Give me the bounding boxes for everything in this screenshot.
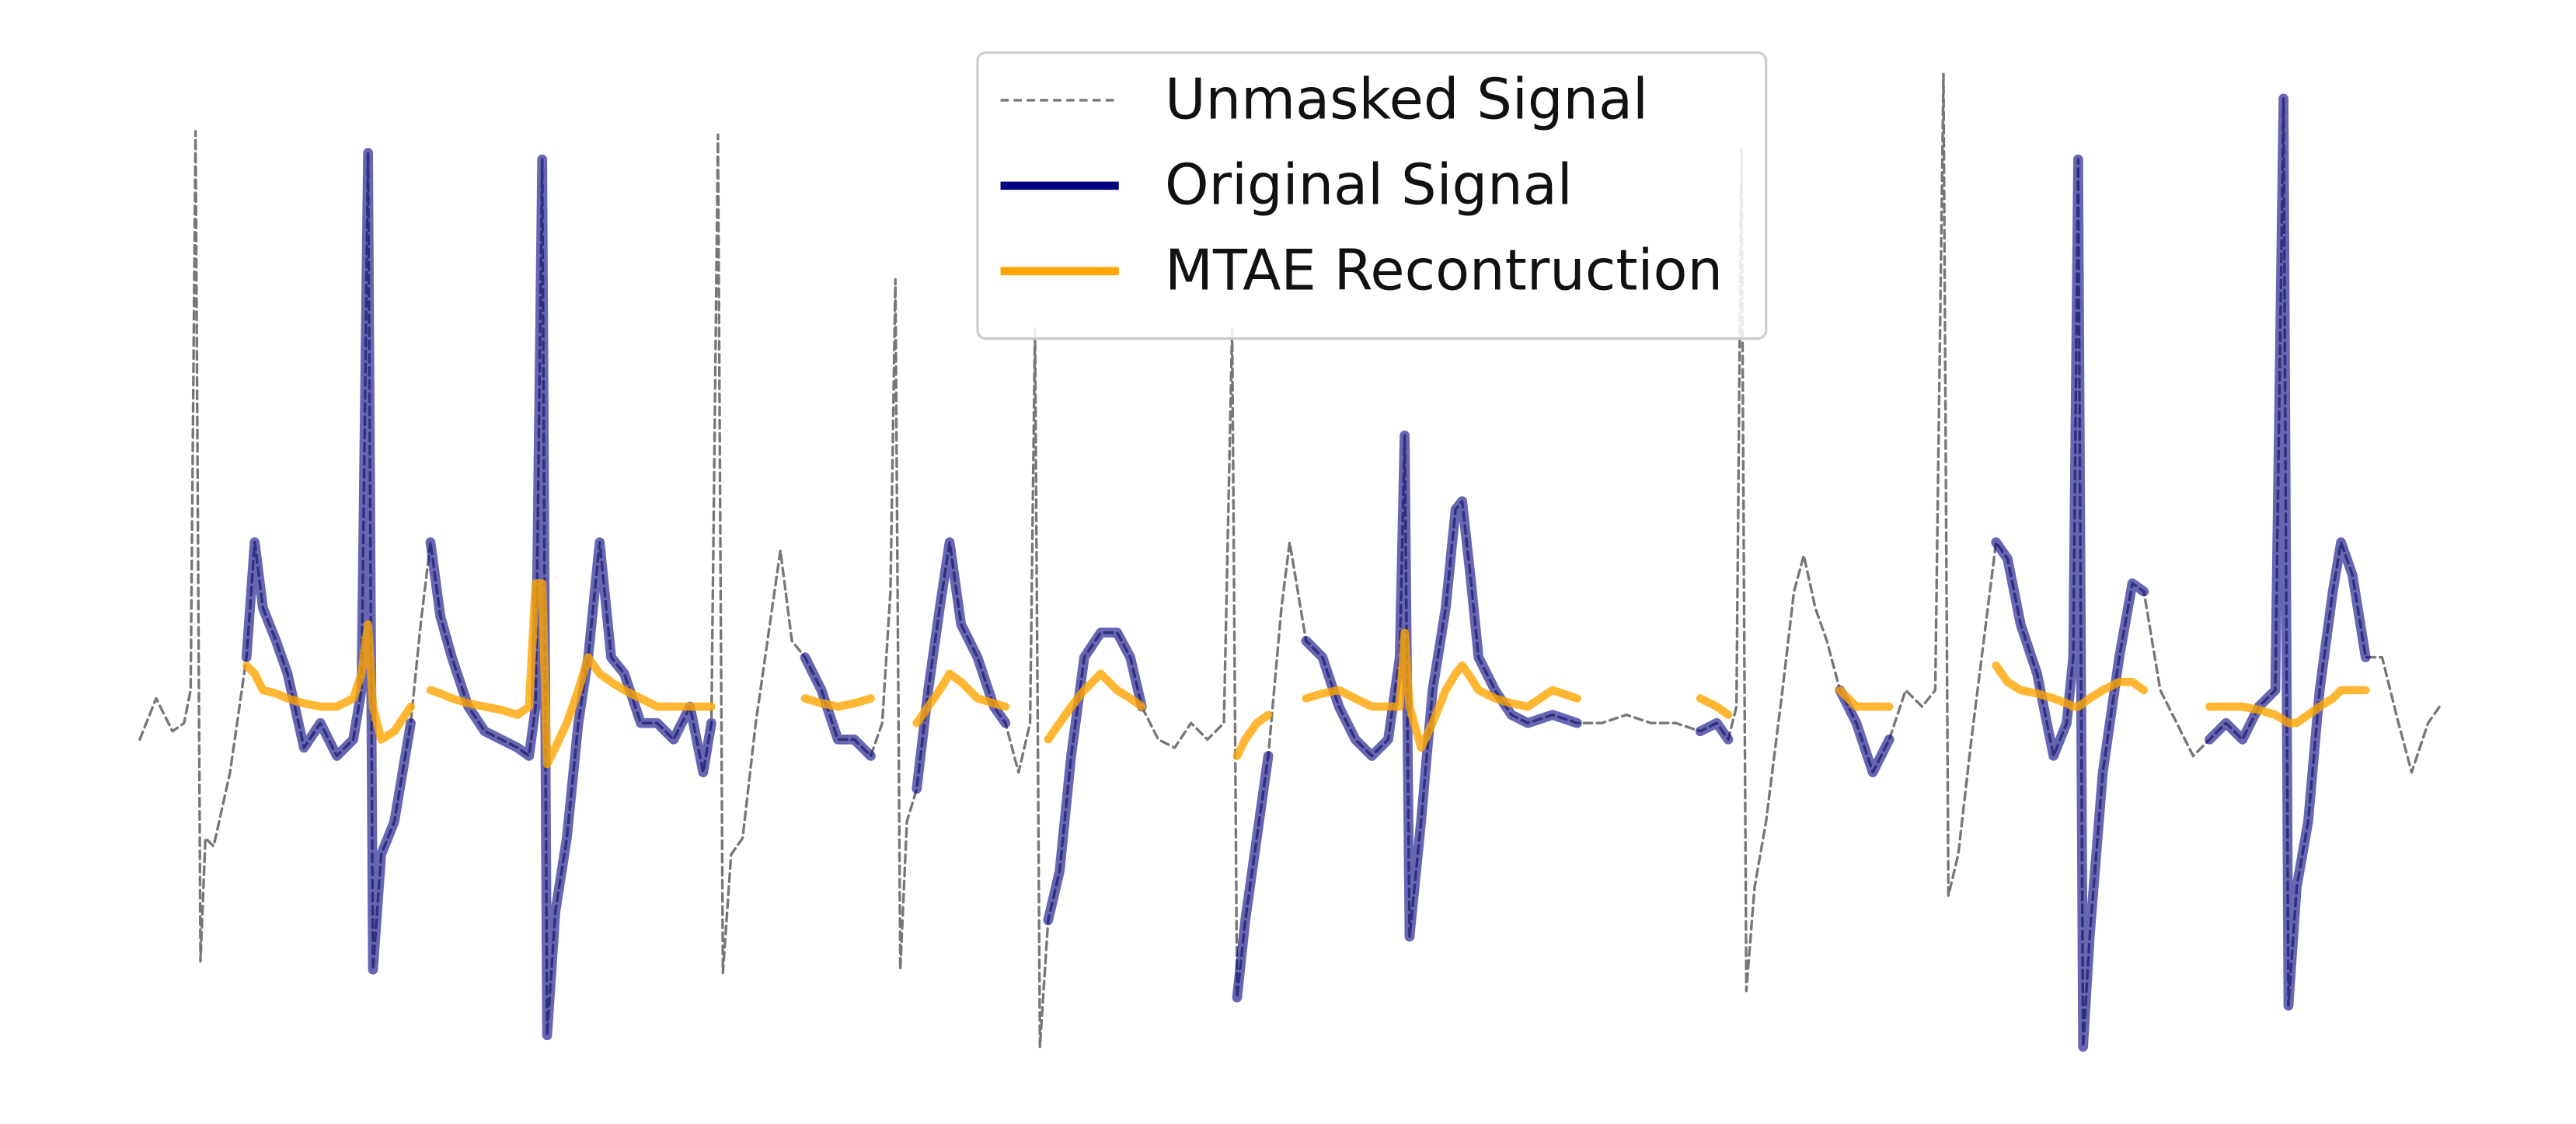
legend: Unmasked Signal Original Signal MTAE Recon… [976, 51, 1768, 340]
legend-label: Unmasked Signal [1165, 67, 1648, 132]
legend-label: Original Signal [1165, 152, 1573, 218]
series-line [241, 93, 2371, 1052]
legend-box [976, 51, 1768, 340]
series-line [242, 579, 2370, 769]
legend-label: MTAE Recontruction [1165, 238, 1723, 303]
